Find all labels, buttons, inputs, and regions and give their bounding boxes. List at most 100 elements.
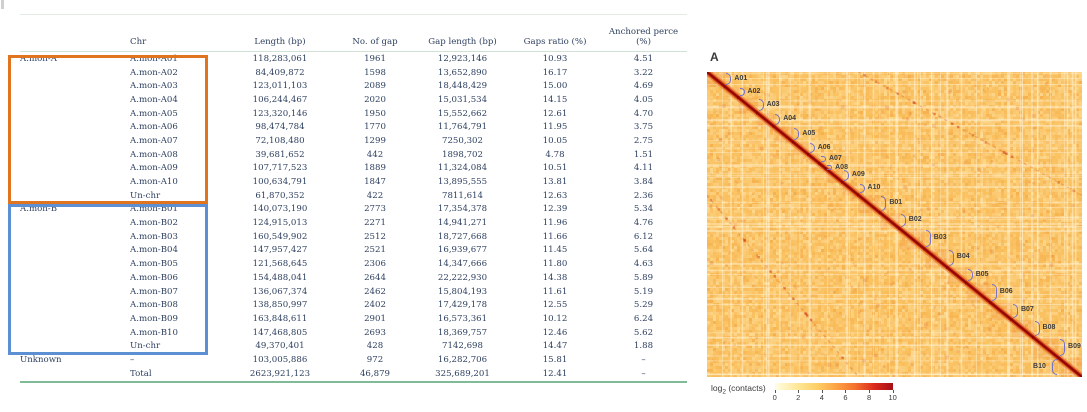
cell-chr: A.mon-A03 (130, 81, 178, 92)
cell-no-of-gap: 428 (366, 341, 384, 352)
cell-chr: A.mon-A04 (130, 94, 178, 105)
cell-gap-length: 7250,302 (441, 135, 483, 146)
cell-chr: A.mon-A10 (130, 177, 178, 188)
cell-anchored: 1.88 (633, 341, 654, 352)
cell-gap-length: 1898,702 (441, 149, 483, 160)
cell-gaps-ratio: 13.81 (542, 177, 568, 188)
cell-chr: A.mon-B07 (130, 286, 178, 297)
cell-group: A.mon-B (20, 204, 58, 215)
cell-chr: A.mon-A05 (130, 108, 178, 119)
cell-gaps-ratio: 11.45 (542, 245, 568, 256)
table-row: A.mon-B08 138,850,997 2402 17,429,178 12.55 5… (20, 298, 687, 312)
cell-chr: A.mon-B08 (130, 300, 178, 311)
table-row: A.mon-A05 123,320,146 1950 15,552,662 12.61 4… (20, 107, 687, 121)
cell-chr: A.mon-B06 (130, 272, 178, 283)
cell-no-of-gap: 46,879 (359, 368, 391, 379)
cell-gaps-ratio: 11.61 (542, 286, 568, 297)
colorbar-tick-label: 6 (843, 393, 848, 402)
table-row: A.mon-B07 136,067,374 2462 15,804,193 11.61 5… (20, 285, 687, 299)
cell-length: 138,850,997 (252, 300, 308, 311)
colorbar-tick-mark (869, 390, 871, 393)
table-row: A.mon-B04 147,957,427 2521 16,939,677 11.45 5… (20, 244, 687, 258)
cell-gap-length: 11,324,084 (437, 163, 488, 174)
cell-no-of-gap: 1770 (364, 122, 386, 133)
cell-length: 140,073,190 (252, 204, 308, 215)
cell-chr: A.mon-B03 (130, 231, 178, 242)
table-row: A.mon-A06 98,474,784 1770 11,764,791 11.95 3.… (20, 120, 687, 134)
cell-anchored: – (641, 354, 646, 365)
cell-length: 123,011,103 (252, 81, 308, 92)
cell-gaps-ratio: 4.78 (545, 149, 565, 160)
cell-gaps-ratio: 11.80 (542, 259, 568, 270)
cell-anchored: 4.63 (633, 259, 654, 270)
cell-group: Unknown (20, 354, 62, 365)
cell-gap-length: 17,429,178 (437, 300, 488, 311)
colorbar-tick-mark (845, 390, 847, 393)
cell-chr: A.mon-A06 (130, 122, 178, 133)
cell-gaps-ratio: 12.41 (542, 368, 568, 379)
table-row: A.mon-A A.mon-A01 118,283,061 1961 12,923,14… (20, 52, 687, 66)
table-row: A.mon-A07 72,108,480 1299 7250,302 10.05 2.75 (20, 134, 687, 148)
cell-gaps-ratio: 11.66 (542, 231, 568, 242)
cell-chr: Un-chr (130, 190, 161, 201)
colorbar-tick-mark (892, 390, 894, 393)
cell-gap-length: 16,282,706 (437, 354, 488, 365)
cell-no-of-gap: 2773 (364, 204, 386, 215)
table-row: A.mon-A08 39,681,652 442 1898,702 4.78 1.51 (20, 148, 687, 162)
cell-length: 154,488,041 (252, 272, 308, 283)
col-header-chr: Chr (130, 36, 147, 47)
cell-gap-length: 15,804,193 (437, 286, 488, 297)
colorbar-tick-label: 0 (772, 393, 777, 402)
cell-anchored: 6.12 (633, 231, 654, 242)
cell-chr: A.mon-B10 (130, 327, 178, 338)
hic-contact-heatmap (707, 72, 1082, 377)
cell-gap-length: 11,764,791 (437, 122, 488, 133)
cell-no-of-gap: 2271 (364, 218, 386, 229)
cell-anchored: 2.36 (633, 190, 654, 201)
cell-length: 147,468,805 (252, 327, 308, 338)
table-row: A.mon-B05 121,568,645 2306 14,347,666 11.80 4… (20, 257, 687, 271)
cell-no-of-gap: 2306 (364, 259, 386, 270)
cell-gaps-ratio: 15.00 (542, 81, 568, 92)
cell-gaps-ratio: 12.61 (542, 108, 568, 119)
cell-no-of-gap: 2901 (364, 313, 386, 324)
col-header-gap-length: Gap length (bp) (428, 36, 497, 47)
cell-length: 107,717,523 (252, 163, 308, 174)
col-header-anchored-line2: (%) (636, 36, 651, 47)
colorbar-gradient (774, 383, 893, 390)
cell-no-of-gap: 2089 (364, 81, 386, 92)
cell-no-of-gap: 2693 (364, 327, 386, 338)
cell-length: 160,549,902 (252, 231, 308, 242)
table-row: A.mon-A09 107,717,523 1889 11,324,084 10.51 4… (20, 162, 687, 176)
cell-anchored: 4.05 (633, 94, 654, 105)
cell-gap-length: 13,895,555 (437, 177, 488, 188)
colorbar: log2 (contacts) 0 2 4 6 8 10 (711, 383, 897, 403)
colorbar-tick-mark (798, 390, 800, 393)
table-row: A.mon-A10 100,634,791 1847 13,895,555 13.81 3… (20, 175, 687, 189)
cell-gaps-ratio: 15.81 (542, 354, 568, 365)
cell-anchored: 4.11 (633, 163, 654, 174)
cell-anchored: – (641, 368, 646, 379)
assembly-stats-table: Chr Length (bp) No. of gap Gap length (b… (20, 14, 687, 383)
cell-gaps-ratio: 10.51 (542, 163, 568, 174)
cell-gaps-ratio: 11.96 (542, 218, 568, 229)
cell-anchored: 5.62 (633, 327, 654, 338)
col-header-no-of-gap: No. of gap (352, 36, 398, 47)
table-row: A.mon-A03 123,011,103 2089 18,448,429 15.00 4… (20, 79, 687, 93)
cell-length: 103,005,886 (252, 354, 308, 365)
colorbar-tick-mark (774, 390, 776, 393)
cell-gap-length: 14,941,271 (437, 218, 488, 229)
cell-gaps-ratio: 12.55 (542, 300, 568, 311)
cell-length: 163,848,611 (252, 313, 308, 324)
table-row: A.mon-A04 106,244,467 2020 15,031,534 14.15 4… (20, 93, 687, 107)
cell-no-of-gap: 1598 (364, 67, 386, 78)
table-row: A.mon-B03 160,549,902 2512 18,727,668 11.66 6… (20, 230, 687, 244)
cell-gap-length: 7811,614 (441, 190, 483, 201)
table-row: A.mon-B02 124,915,013 2271 14,941,271 11.96 4… (20, 216, 687, 230)
cell-chr: A.mon-B02 (130, 218, 178, 229)
cell-gap-length: 18,727,668 (437, 231, 488, 242)
colorbar-scale: 0 2 4 6 8 10 (772, 383, 897, 403)
cell-no-of-gap: 442 (366, 149, 384, 160)
cell-gap-length: 7142,698 (441, 341, 483, 352)
